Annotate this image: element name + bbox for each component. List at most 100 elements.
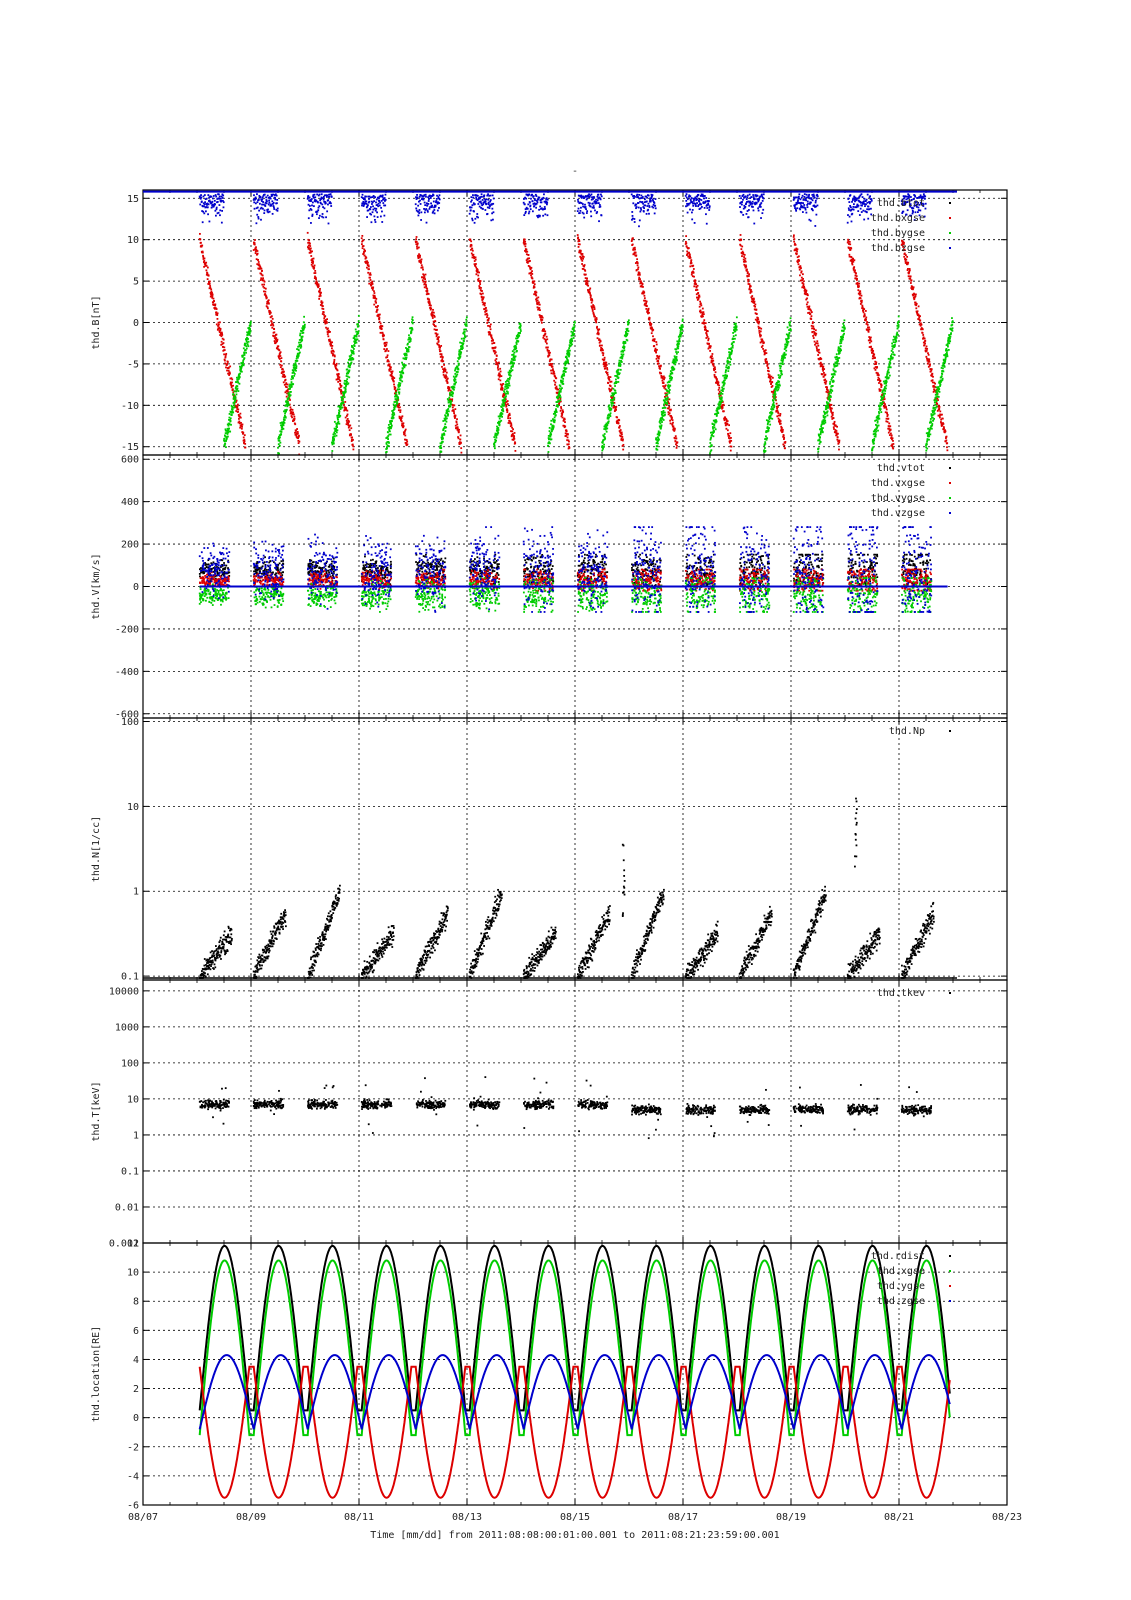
data-point [616, 422, 618, 424]
data-point [346, 418, 349, 420]
data-point [693, 280, 696, 283]
data-point [339, 380, 342, 382]
data-point [214, 307, 217, 310]
data-point [731, 344, 734, 347]
data-point [494, 346, 497, 349]
data-point [660, 413, 663, 416]
data-point [290, 378, 293, 381]
data-point [215, 206, 218, 209]
data-point [657, 442, 659, 445]
data-point [350, 361, 353, 364]
data-point [603, 358, 606, 361]
y-tick-label: -10 [121, 401, 139, 412]
data-point [501, 407, 504, 410]
data-point [463, 340, 465, 342]
data-point [446, 380, 449, 383]
data-point [696, 289, 699, 291]
data-point [328, 338, 331, 341]
data-point [357, 332, 360, 335]
data-point [506, 383, 509, 385]
data-point [207, 194, 210, 196]
data-point [665, 393, 668, 395]
data-point [218, 204, 221, 206]
data-point [431, 315, 434, 318]
data-point [645, 300, 648, 303]
data-point [689, 208, 691, 211]
data-point [458, 443, 461, 445]
data-point [411, 327, 414, 330]
data-point [367, 271, 370, 274]
data-point [205, 210, 207, 213]
data-point [428, 207, 431, 210]
data-point [665, 397, 668, 400]
data-point [344, 383, 346, 385]
data-point [446, 417, 448, 420]
data-point [240, 427, 243, 430]
data-point [595, 198, 597, 201]
data-point [566, 439, 568, 442]
data-point [454, 424, 457, 427]
data-point [474, 265, 477, 268]
data-point [338, 388, 341, 391]
data-point [595, 317, 598, 319]
data-point [601, 344, 603, 347]
data-point [543, 206, 546, 208]
data-point [444, 430, 447, 432]
data-point [433, 206, 435, 209]
data-point [494, 447, 496, 450]
data-point [352, 350, 355, 353]
data-point [490, 335, 493, 338]
data-point [422, 273, 425, 276]
data-point [638, 276, 641, 279]
data-point [337, 414, 340, 417]
data-point [555, 385, 558, 388]
data-point [732, 341, 735, 343]
data-point [568, 440, 570, 443]
data-point [671, 376, 673, 379]
data-point [567, 350, 570, 353]
data-point [549, 351, 551, 354]
data-point [286, 383, 289, 386]
data-point [422, 198, 425, 201]
data-point [316, 281, 318, 284]
data-point [451, 386, 453, 389]
data-point [215, 195, 218, 198]
data-point [618, 425, 621, 427]
data-point [284, 416, 287, 419]
data-point [667, 400, 669, 403]
data-point [371, 283, 374, 285]
data-point [407, 342, 409, 345]
data-point [200, 194, 202, 196]
data-point [512, 365, 514, 368]
data-point [420, 264, 423, 267]
data-point [301, 332, 304, 334]
data-point [508, 378, 511, 381]
data-point [558, 391, 561, 394]
data-point [409, 338, 412, 340]
data-point [383, 204, 386, 207]
data-point [341, 396, 343, 399]
data-point [291, 413, 294, 416]
data-point [581, 195, 584, 198]
data-point [243, 358, 245, 361]
data-point [446, 377, 449, 380]
data-point [481, 290, 483, 292]
data-point [651, 195, 653, 198]
data-point [669, 377, 671, 380]
data-point [632, 202, 635, 205]
data-point [608, 416, 610, 419]
data-point [283, 383, 286, 386]
data-point [593, 196, 596, 199]
data-point [426, 204, 429, 207]
data-point [308, 239, 311, 242]
data-point [346, 413, 349, 416]
data-point [352, 358, 355, 360]
data-point [525, 197, 528, 200]
data-point [476, 194, 479, 197]
data-point [652, 206, 655, 209]
data-point [243, 434, 246, 437]
data-point [247, 332, 250, 335]
data-point [293, 419, 296, 422]
data-point [580, 202, 583, 204]
data-point [246, 331, 248, 334]
